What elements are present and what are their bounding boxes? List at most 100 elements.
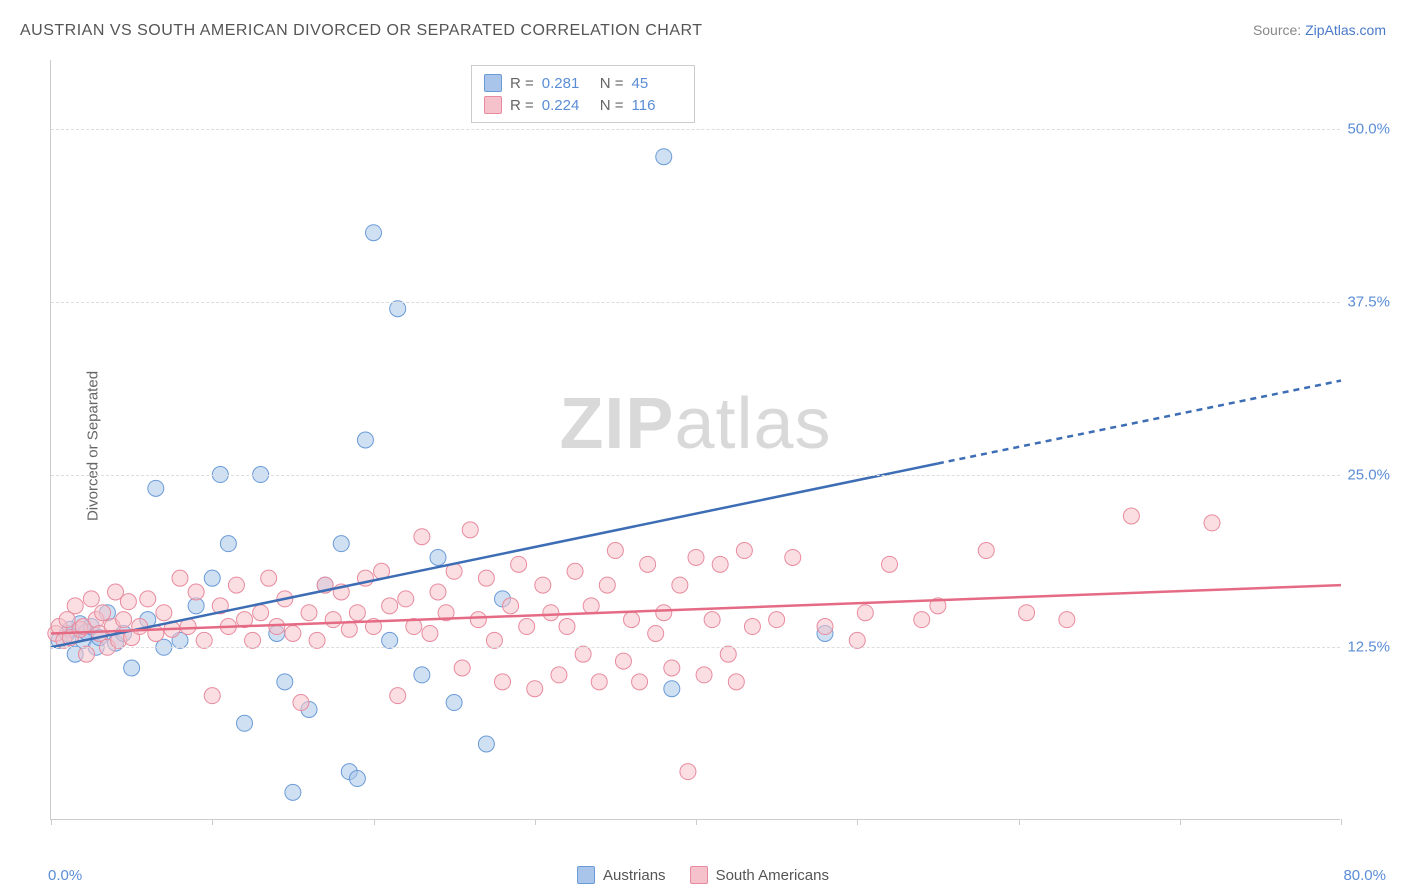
data-point — [849, 632, 865, 648]
data-point — [696, 667, 712, 683]
data-point — [672, 577, 688, 593]
legend-row: R =0.281N =45 — [484, 72, 682, 94]
data-point — [253, 605, 269, 621]
legend-n-label: N = — [600, 97, 624, 114]
data-point — [325, 612, 341, 628]
source-link[interactable]: ZipAtlas.com — [1305, 22, 1386, 38]
data-point — [148, 480, 164, 496]
legend-correlation: R =0.281N =45R =0.224N =116 — [471, 65, 695, 123]
data-point — [245, 632, 261, 648]
x-tick — [1019, 819, 1020, 825]
data-point — [237, 715, 253, 731]
data-point — [583, 598, 599, 614]
y-tick-label: 12.5% — [1342, 639, 1390, 656]
legend-n-label: N = — [600, 75, 624, 92]
data-point — [688, 549, 704, 565]
data-point — [527, 681, 543, 697]
data-point — [736, 543, 752, 559]
legend-n-value: 116 — [632, 97, 682, 114]
data-point — [446, 695, 462, 711]
x-axis-min-label: 0.0% — [48, 867, 82, 884]
data-point — [1204, 515, 1220, 531]
data-point — [857, 605, 873, 621]
chart-title: AUSTRIAN VS SOUTH AMERICAN DIVORCED OR S… — [20, 22, 703, 40]
data-point — [220, 536, 236, 552]
data-point — [454, 660, 470, 676]
data-point — [390, 301, 406, 317]
data-point — [382, 598, 398, 614]
legend-series: Austrians South Americans — [577, 866, 829, 884]
data-point — [430, 549, 446, 565]
data-point — [349, 771, 365, 787]
y-tick-label: 25.0% — [1342, 466, 1390, 483]
data-point — [769, 612, 785, 628]
data-point — [261, 570, 277, 586]
data-point — [632, 674, 648, 690]
data-point — [656, 605, 672, 621]
legend-swatch — [577, 866, 595, 884]
data-point — [414, 667, 430, 683]
data-point — [511, 556, 527, 572]
data-point — [648, 625, 664, 641]
legend-r-value: 0.224 — [542, 97, 592, 114]
data-point — [656, 149, 672, 165]
trend-line-dashed — [938, 381, 1341, 464]
data-point — [914, 612, 930, 628]
data-point — [712, 556, 728, 572]
data-point — [309, 632, 325, 648]
data-point — [422, 625, 438, 641]
data-point — [277, 674, 293, 690]
data-point — [1123, 508, 1139, 524]
data-point — [720, 646, 736, 662]
data-point — [95, 605, 111, 621]
data-point — [817, 619, 833, 635]
data-point — [156, 605, 172, 621]
data-point — [124, 660, 140, 676]
data-point — [744, 619, 760, 635]
data-point — [120, 594, 136, 610]
data-point — [785, 549, 801, 565]
x-tick — [535, 819, 536, 825]
data-point — [543, 605, 559, 621]
legend-series-label: Austrians — [603, 867, 666, 884]
data-point — [599, 577, 615, 593]
data-point — [624, 612, 640, 628]
y-tick-label: 50.0% — [1342, 121, 1390, 138]
legend-r-value: 0.281 — [542, 75, 592, 92]
data-point — [704, 612, 720, 628]
x-tick — [1341, 819, 1342, 825]
data-point — [172, 570, 188, 586]
data-point — [301, 605, 317, 621]
data-point — [382, 632, 398, 648]
y-tick-label: 37.5% — [1342, 293, 1390, 310]
data-point — [430, 584, 446, 600]
data-point — [535, 577, 551, 593]
source-attribution: Source: ZipAtlas.com — [1253, 22, 1386, 38]
grid-line — [51, 647, 1340, 648]
x-axis-max-label: 80.0% — [1343, 867, 1386, 884]
data-point — [559, 619, 575, 635]
data-point — [640, 556, 656, 572]
data-point — [204, 688, 220, 704]
data-point — [978, 543, 994, 559]
data-point — [414, 529, 430, 545]
legend-series-item: South Americans — [690, 866, 829, 884]
data-point — [664, 681, 680, 697]
x-tick — [374, 819, 375, 825]
grid-line — [51, 129, 1340, 130]
grid-line — [51, 302, 1340, 303]
legend-series-item: Austrians — [577, 866, 666, 884]
data-point — [495, 674, 511, 690]
data-point — [1019, 605, 1035, 621]
data-point — [140, 591, 156, 607]
data-point — [285, 625, 301, 641]
data-point — [357, 432, 373, 448]
data-point — [196, 632, 212, 648]
data-point — [470, 612, 486, 628]
data-point — [349, 605, 365, 621]
data-point — [664, 660, 680, 676]
data-point — [615, 653, 631, 669]
data-point — [83, 591, 99, 607]
data-point — [398, 591, 414, 607]
x-tick — [212, 819, 213, 825]
